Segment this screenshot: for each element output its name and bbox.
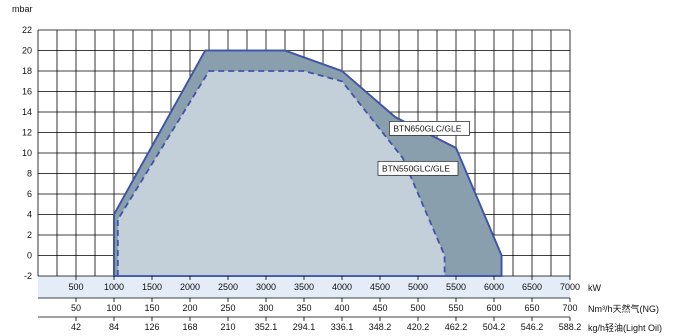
x-tick-label-oil: 336.1 — [331, 322, 354, 332]
x-tick-label-kw: 4500 — [370, 282, 390, 292]
series-label-box — [388, 121, 470, 136]
series-outline-btn550 — [116, 70, 446, 276]
series-area-btn550 — [117, 71, 445, 276]
x-tick-label-ng: 100 — [106, 303, 121, 313]
x-tick-label-kw: 7000 — [560, 282, 580, 292]
x-axis-unit-ng: Nm³/h天然气(NG) — [588, 303, 659, 314]
x-tick-label-oil: 126 — [144, 322, 159, 332]
x-tick-label-kw: 5000 — [408, 282, 428, 292]
series-label: BTN550GLC/GLE — [382, 163, 450, 173]
x-tick-label-kw: 6500 — [522, 282, 542, 292]
x-axis-unit-kw: kW — [588, 283, 602, 293]
x-tick-label-kw: 6000 — [484, 282, 504, 292]
y-tick-label: 8 — [27, 169, 32, 179]
y-axis-label: mbar — [12, 4, 33, 14]
x-tick-label-ng: 150 — [144, 303, 159, 313]
y-tick-label: 2 — [27, 230, 32, 240]
x-tick-label-ng: 250 — [220, 303, 235, 313]
x-tick-label-ng: 400 — [334, 303, 349, 313]
series-label-box — [377, 160, 459, 176]
x-tick-label-oil: 504.2 — [483, 322, 506, 332]
x-tick-label-kw: 1000 — [104, 282, 124, 292]
x-tick-label-ng: 50 — [71, 303, 81, 313]
y-tick-label: 22 — [22, 25, 32, 35]
x-tick-label-ng: 650 — [524, 303, 539, 313]
x-tick-label-kw: 3500 — [294, 282, 314, 292]
y-tick-label: 18 — [22, 66, 32, 76]
y-tick-label: -2 — [24, 271, 32, 281]
x-tick-label-ng: 450 — [372, 303, 387, 313]
x-tick-label-kw: 500 — [68, 282, 83, 292]
y-tick-label: 20 — [22, 46, 32, 56]
y-tick-label: 16 — [22, 87, 32, 97]
x-tick-label-ng: 300 — [258, 303, 273, 313]
x-tick-label-oil: 588.2 — [559, 322, 582, 332]
x-tick-label-oil: 84 — [109, 322, 119, 332]
x-axis-band — [38, 276, 570, 298]
x-tick-label-kw: 4000 — [332, 282, 352, 292]
x-tick-label-oil: 546.2 — [521, 322, 544, 332]
axes: -2 0 2 4 6 8 10 12 14 16 18 20 22 500 1000 1500 2000 2500… — [22, 25, 581, 332]
x-tick-label-oil: 420.2 — [407, 322, 430, 332]
x-tick-label-kw: 3000 — [256, 282, 276, 292]
x-tick-label-ng: 200 — [182, 303, 197, 313]
x-tick-label-oil: 348.2 — [369, 322, 392, 332]
y-tick-label: 14 — [22, 107, 32, 117]
x-tick-label-oil: 42 — [71, 322, 81, 332]
x-tick-label-oil: 294.1 — [293, 322, 316, 332]
x-axis-unit-oil: kg/h轻油(Light Oil) — [588, 322, 662, 333]
x-tick-label-kw: 2000 — [180, 282, 200, 292]
x-tick-label-ng: 500 — [410, 303, 425, 313]
y-tick-label: 4 — [27, 210, 32, 220]
x-tick-label-ng: 700 — [562, 303, 577, 313]
x-tick-label-kw: 5500 — [446, 282, 466, 292]
y-tick-label: 0 — [27, 251, 32, 261]
x-tick-label-oil: 210 — [220, 322, 235, 332]
x-tick-label-oil: 352.1 — [255, 322, 278, 332]
series-outline-btn650 — [113, 49, 503, 277]
y-tick-label: 6 — [27, 189, 32, 199]
x-tick-label-ng: 350 — [296, 303, 311, 313]
plot-areas — [113, 49, 503, 277]
series-label: BTN650GLC/GLE — [393, 123, 461, 133]
x-tick-label-ng: 550 — [448, 303, 463, 313]
x-tick-label-kw: 2500 — [218, 282, 238, 292]
x-tick-label-oil: 168 — [182, 322, 197, 332]
x-tick-label-oil: 462.2 — [445, 322, 468, 332]
x-tick-label-kw: 1500 — [142, 282, 162, 292]
y-tick-label: 12 — [22, 128, 32, 138]
series-labels: BTN650GLC/GLE BTN550GLC/GLE — [377, 121, 470, 176]
x-tick-label-ng: 600 — [486, 303, 501, 313]
y-tick-label: 10 — [22, 148, 32, 158]
